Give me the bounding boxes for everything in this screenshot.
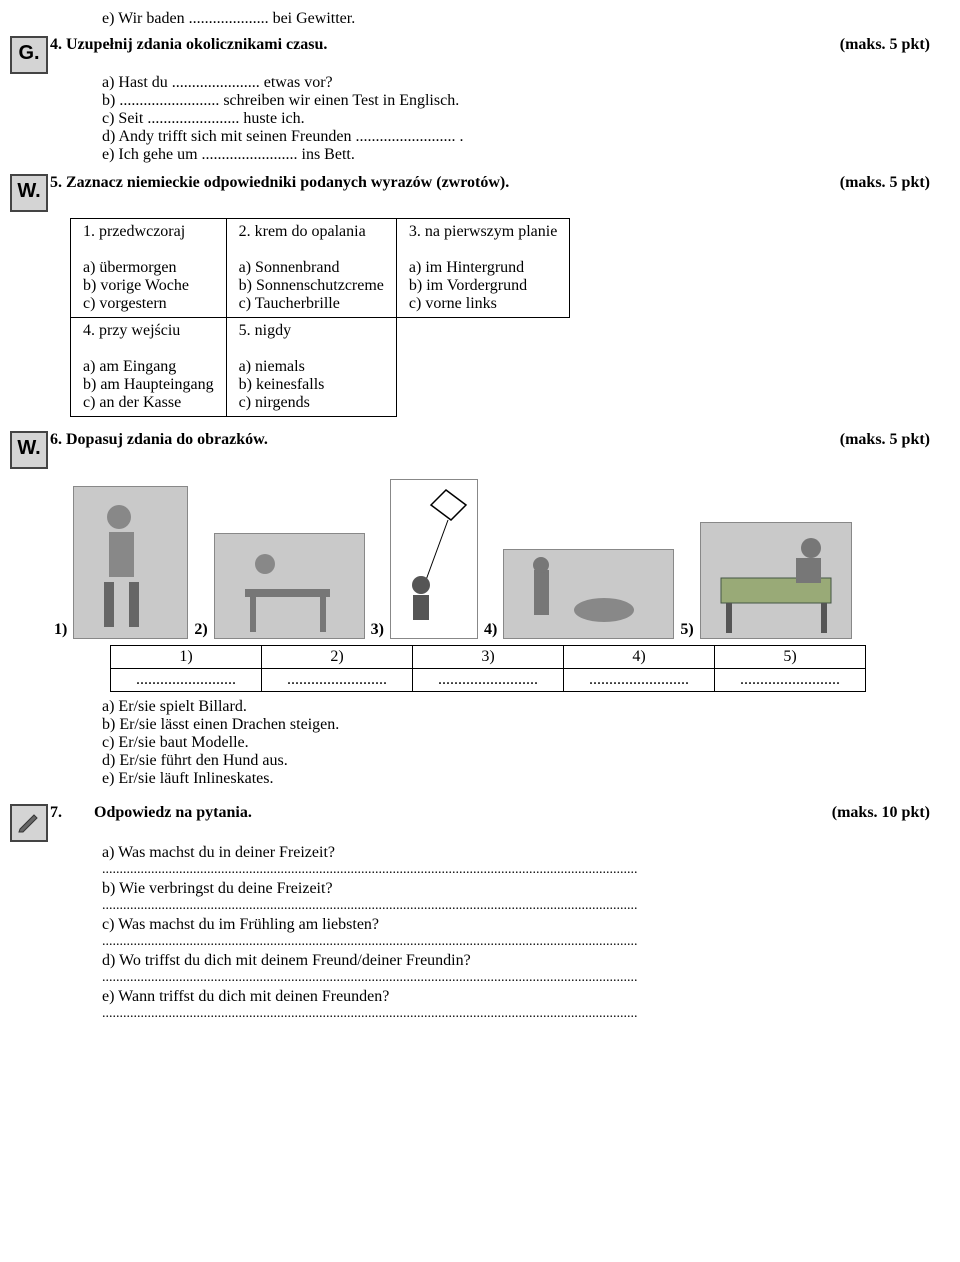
q5-points: (maks. 5 pkt) (840, 174, 930, 192)
prev-item-e: e) Wir baden .................... bei Ge… (102, 10, 930, 28)
q7-item-c: c) Was machst du im Frühling am liebsten… (102, 916, 930, 934)
picture-3 (390, 479, 478, 639)
q7-blank-d[interactable]: ........................................… (102, 970, 930, 986)
match-cell-1[interactable]: ......................... (111, 669, 262, 692)
pen-icon (10, 804, 48, 842)
vocab-table: 1. przedwczoraj a) übermorgen b) vorige … (70, 218, 570, 417)
q6-points: (maks. 5 pkt) (840, 431, 930, 449)
q7-blank-b[interactable]: ........................................… (102, 898, 930, 914)
q6-number: 6. (50, 431, 62, 448)
q4-item-d[interactable]: d) Andy trifft sich mit seinen Freunden … (102, 128, 930, 146)
q6-answer-e: e) Er/sie läuft Inlineskates. (102, 770, 930, 788)
letter-w-icon: W. (10, 431, 48, 469)
pic-label-1: 1) (54, 621, 67, 639)
q6-answer-d: d) Er/sie führt den Hund aus. (102, 752, 930, 770)
q4-title: Uzupełnij zdania okolicznikami czasu. (66, 36, 327, 53)
picture-4 (503, 549, 674, 639)
match-head-1: 1) (111, 646, 262, 669)
letter-w-icon: W. (10, 174, 48, 212)
q6-answer-c: c) Er/sie baut Modelle. (102, 734, 930, 752)
question-5: W. 5. Zaznacz niemieckie odpowiedniki po… (10, 174, 930, 212)
question-6: W. 6. Dopasuj zdania do obrazków. (maks.… (10, 431, 930, 469)
match-head-4: 4) (564, 646, 715, 669)
question-4: G. 4. Uzupełnij zdania okolicznikami cza… (10, 36, 930, 74)
match-table: 1) 2) 3) 4) 5) .........................… (110, 645, 866, 692)
vocab-cell-empty (396, 318, 569, 417)
q4-item-a[interactable]: a) Hast du ...................... etwas … (102, 74, 930, 92)
q6-title: Dopasuj zdania do obrazków. (66, 431, 268, 448)
vocab-cell-5[interactable]: 5. nigdy a) niemals b) keinesfalls c) ni… (226, 318, 396, 417)
q6-answer-b: b) Er/sie lässt einen Drachen steigen. (102, 716, 930, 734)
q7-blank-e[interactable]: ........................................… (102, 1006, 930, 1022)
pic-label-5: 5) (680, 621, 693, 639)
q7-points: (maks. 10 pkt) (832, 804, 930, 822)
q6-answers: a) Er/sie spielt Billard. b) Er/sie läss… (102, 698, 930, 788)
q7-item-e: e) Wann triffst du dich mit deinen Freun… (102, 988, 930, 1006)
picture-2 (214, 533, 365, 639)
match-head-5: 5) (715, 646, 866, 669)
vocab-cell-1[interactable]: 1. przedwczoraj a) übermorgen b) vorige … (71, 219, 227, 318)
letter-g-icon: G. (10, 36, 48, 74)
match-cell-2[interactable]: ......................... (262, 669, 413, 692)
match-cell-5[interactable]: ......................... (715, 669, 866, 692)
vocab-cell-4[interactable]: 4. przy wejściu a) am Eingang b) am Haup… (71, 318, 227, 417)
match-head-3: 3) (413, 646, 564, 669)
q7-item-a: a) Was machst du in deiner Freizeit? (102, 844, 930, 862)
q7-blank-c[interactable]: ........................................… (102, 934, 930, 950)
q4-item-c[interactable]: c) Seit ....................... huste ic… (102, 110, 930, 128)
q7-title: Odpowiedz na pytania. (94, 804, 252, 821)
picture-5 (700, 522, 852, 639)
q6-answer-a: a) Er/sie spielt Billard. (102, 698, 930, 716)
q5-title: Zaznacz niemieckie odpowiedniki podanych… (66, 174, 509, 191)
pic-label-3: 3) (371, 621, 384, 639)
q7-number: 7. (50, 804, 62, 821)
q4-item-b[interactable]: b) ......................... schreiben w… (102, 92, 930, 110)
pic-label-4: 4) (484, 621, 497, 639)
pic-label-2: 2) (194, 621, 207, 639)
q5-number: 5. (50, 174, 62, 191)
picture-row: 1) 2) 3) 4) 5) (48, 479, 930, 639)
q4-item-e[interactable]: e) Ich gehe um ........................ … (102, 146, 930, 164)
match-cell-3[interactable]: ......................... (413, 669, 564, 692)
match-head-2: 2) (262, 646, 413, 669)
question-7: 7. Odpowiedz na pytania. (maks. 10 pkt) (10, 804, 930, 842)
q7-item-d: d) Wo triffst du dich mit deinem Freund/… (102, 952, 930, 970)
q4-points: (maks. 5 pkt) (840, 36, 930, 54)
vocab-cell-3[interactable]: 3. na pierwszym planie a) im Hintergrund… (396, 219, 569, 318)
q7-item-b: b) Wie verbringst du deine Freizeit? (102, 880, 930, 898)
q7-blank-a[interactable]: ........................................… (102, 862, 930, 878)
match-cell-4[interactable]: ......................... (564, 669, 715, 692)
q4-number: 4. (50, 36, 62, 53)
picture-1 (73, 486, 188, 639)
vocab-cell-2[interactable]: 2. krem do opalania a) Sonnenbrand b) So… (226, 219, 396, 318)
